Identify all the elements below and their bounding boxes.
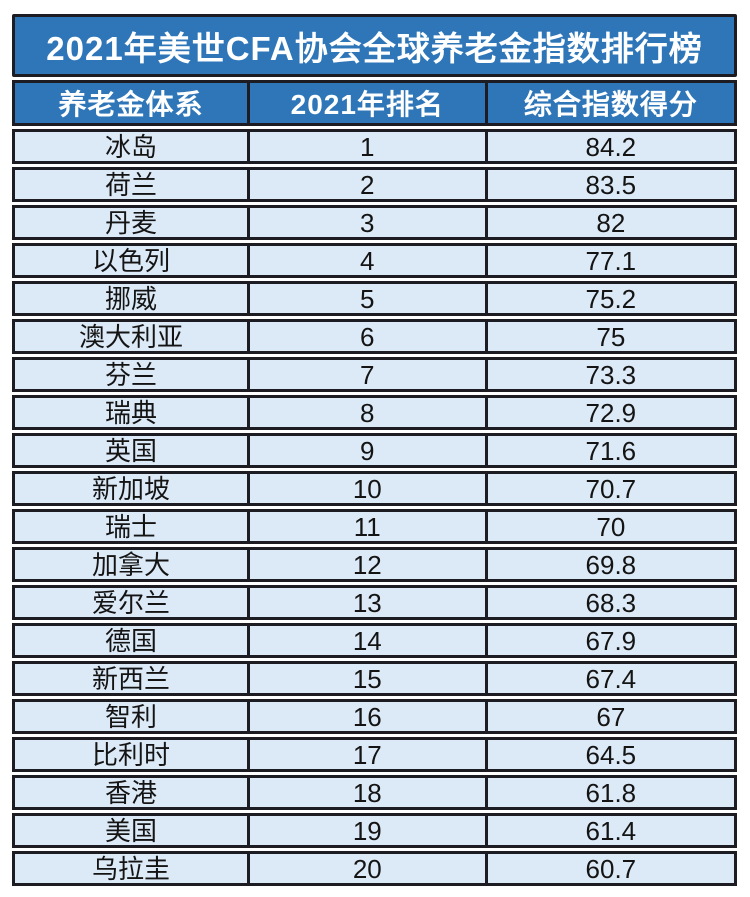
cell-score: 70 bbox=[484, 509, 737, 544]
cell-rank: 2 bbox=[246, 167, 485, 202]
cell-rank: 6 bbox=[246, 319, 485, 354]
cell-score: 67.4 bbox=[484, 661, 737, 696]
table-row: 新加坡 10 70.7 bbox=[12, 471, 737, 506]
cell-country: 爱尔兰 bbox=[12, 585, 247, 620]
table-row: 芬兰 7 73.3 bbox=[12, 357, 737, 392]
cell-country: 丹麦 bbox=[12, 205, 247, 240]
cell-score: 64.5 bbox=[484, 737, 737, 772]
cell-country: 瑞典 bbox=[12, 395, 247, 430]
cell-score: 77.1 bbox=[484, 243, 737, 278]
table-row: 澳大利亚 6 75 bbox=[12, 319, 737, 354]
cell-rank: 5 bbox=[246, 281, 485, 316]
cell-country: 芬兰 bbox=[12, 357, 247, 392]
cell-rank: 9 bbox=[246, 433, 485, 468]
cell-rank: 10 bbox=[246, 471, 485, 506]
cell-rank: 20 bbox=[246, 851, 485, 886]
table-row: 以色列 4 77.1 bbox=[12, 243, 737, 278]
cell-score: 84.2 bbox=[484, 129, 737, 164]
table-row: 德国 14 67.9 bbox=[12, 623, 737, 658]
table-row: 瑞典 8 72.9 bbox=[12, 395, 737, 430]
cell-country: 加拿大 bbox=[12, 547, 247, 582]
table-title: 2021年美世CFA协会全球养老金指数排行榜 bbox=[12, 14, 737, 77]
cell-country: 美国 bbox=[12, 813, 247, 848]
column-header-pension-system: 养老金体系 bbox=[12, 80, 247, 126]
cell-country: 冰岛 bbox=[12, 129, 247, 164]
cell-score: 75.2 bbox=[484, 281, 737, 316]
table-row: 挪威 5 75.2 bbox=[12, 281, 737, 316]
cell-rank: 19 bbox=[246, 813, 485, 848]
cell-rank: 11 bbox=[246, 509, 485, 544]
table-row: 智利 16 67 bbox=[12, 699, 737, 734]
cell-score: 72.9 bbox=[484, 395, 737, 430]
cell-country: 荷兰 bbox=[12, 167, 247, 202]
cell-score: 67 bbox=[484, 699, 737, 734]
column-header-rank-2021: 2021年排名 bbox=[246, 80, 485, 126]
cell-score: 68.3 bbox=[484, 585, 737, 620]
table-row: 英国 9 71.6 bbox=[12, 433, 737, 468]
cell-rank: 12 bbox=[246, 547, 485, 582]
cell-score: 75 bbox=[484, 319, 737, 354]
table-row: 加拿大 12 69.8 bbox=[12, 547, 737, 582]
cell-score: 71.6 bbox=[484, 433, 737, 468]
cell-rank: 16 bbox=[246, 699, 485, 734]
cell-country: 智利 bbox=[12, 699, 247, 734]
cell-country: 瑞士 bbox=[12, 509, 247, 544]
cell-country: 以色列 bbox=[12, 243, 247, 278]
cell-score: 83.5 bbox=[484, 167, 737, 202]
table-row: 爱尔兰 13 68.3 bbox=[12, 585, 737, 620]
table-row: 美国 19 61.4 bbox=[12, 813, 737, 848]
table-row: 瑞士 11 70 bbox=[12, 509, 737, 544]
table-row: 荷兰 2 83.5 bbox=[12, 167, 737, 202]
table-row: 丹麦 3 82 bbox=[12, 205, 737, 240]
cell-score: 61.8 bbox=[484, 775, 737, 810]
cell-score: 69.8 bbox=[484, 547, 737, 582]
cell-score: 73.3 bbox=[484, 357, 737, 392]
table-row: 冰岛 1 84.2 bbox=[12, 129, 737, 164]
cell-rank: 14 bbox=[246, 623, 485, 658]
header-row: 养老金体系 2021年排名 综合指数得分 bbox=[12, 80, 737, 126]
table-row: 新西兰 15 67.4 bbox=[12, 661, 737, 696]
cell-country: 澳大利亚 bbox=[12, 319, 247, 354]
cell-score: 60.7 bbox=[484, 851, 737, 886]
cell-rank: 1 bbox=[246, 129, 485, 164]
cell-score: 70.7 bbox=[484, 471, 737, 506]
cell-rank: 3 bbox=[246, 205, 485, 240]
table-row: 香港 18 61.8 bbox=[12, 775, 737, 810]
cell-rank: 7 bbox=[246, 357, 485, 392]
column-header-overall-score: 综合指数得分 bbox=[484, 80, 737, 126]
cell-country: 香港 bbox=[12, 775, 247, 810]
cell-score: 67.9 bbox=[484, 623, 737, 658]
cell-country: 挪威 bbox=[12, 281, 247, 316]
cell-rank: 4 bbox=[246, 243, 485, 278]
cell-rank: 15 bbox=[246, 661, 485, 696]
pension-ranking-table: 养老金体系 2021年排名 综合指数得分 冰岛 1 84.2 荷兰 2 83.5 丹麦 3 82… bbox=[12, 77, 737, 889]
table-row: 比利时 17 64.5 bbox=[12, 737, 737, 772]
cell-rank: 13 bbox=[246, 585, 485, 620]
cell-rank: 18 bbox=[246, 775, 485, 810]
cell-country: 新西兰 bbox=[12, 661, 247, 696]
cell-rank: 8 bbox=[246, 395, 485, 430]
pension-table-body: 冰岛 1 84.2 荷兰 2 83.5 丹麦 3 82 以色列 4 77.1 挪威 5 75.2 澳大利亚 6 7… bbox=[12, 129, 737, 886]
cell-country: 德国 bbox=[12, 623, 247, 658]
cell-country: 比利时 bbox=[12, 737, 247, 772]
table-row: 乌拉圭 20 60.7 bbox=[12, 851, 737, 886]
cell-country: 乌拉圭 bbox=[12, 851, 247, 886]
cell-score: 82 bbox=[484, 205, 737, 240]
cell-score: 61.4 bbox=[484, 813, 737, 848]
cell-country: 新加坡 bbox=[12, 471, 247, 506]
cell-rank: 17 bbox=[246, 737, 485, 772]
cell-country: 英国 bbox=[12, 433, 247, 468]
